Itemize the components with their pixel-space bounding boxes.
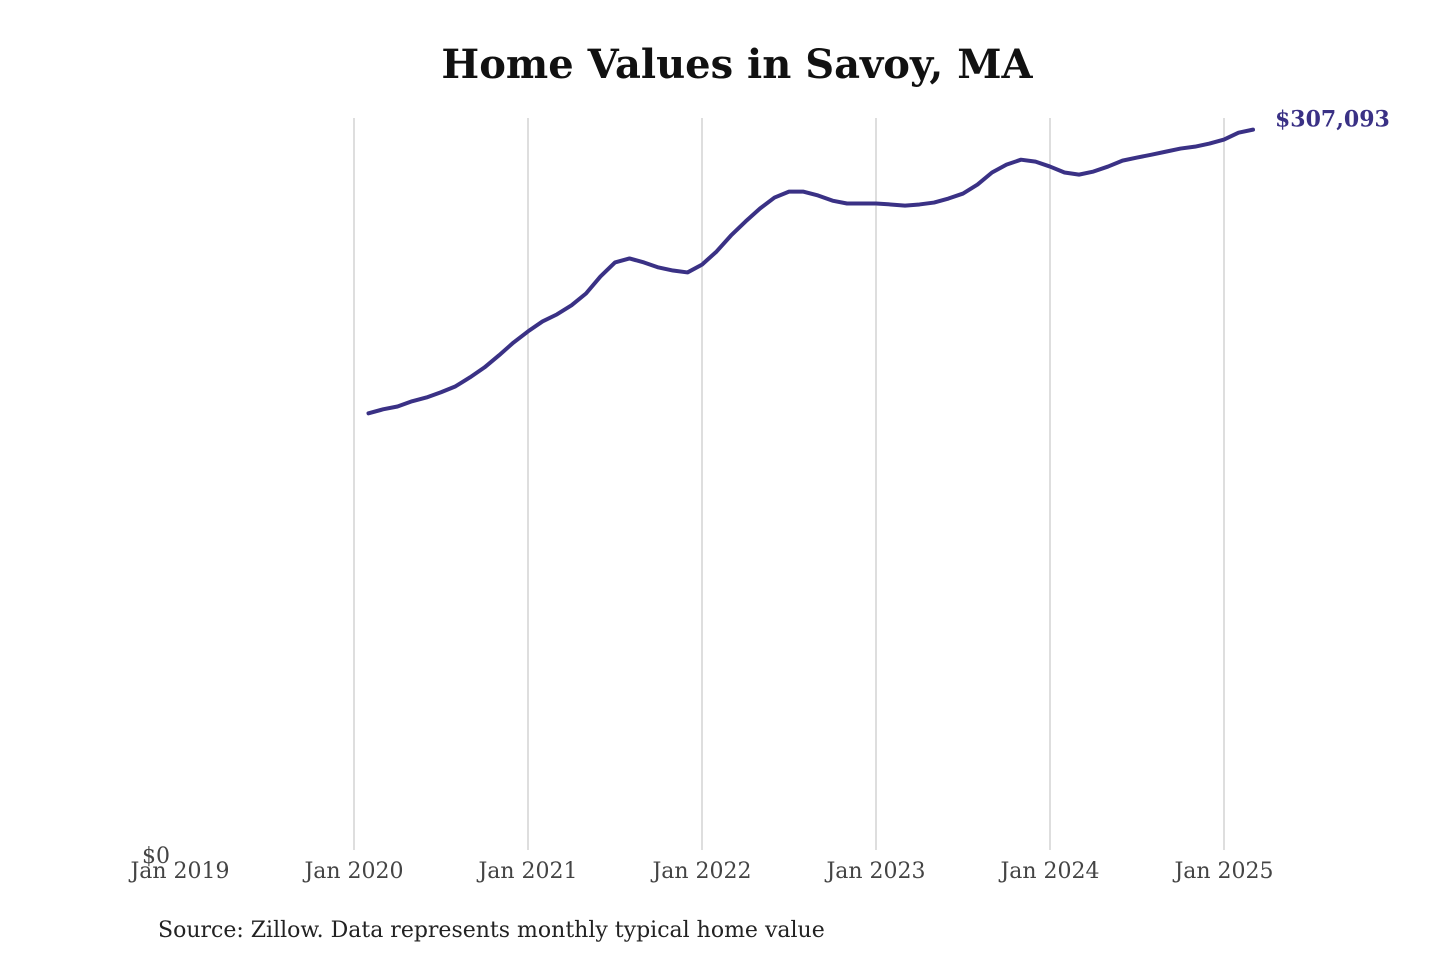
y-tick-label: $0 bbox=[142, 844, 170, 869]
x-tick-label: Jan 2023 bbox=[824, 859, 925, 884]
series-line bbox=[366, 127, 1255, 416]
source-note: Source: Zillow. Data represents monthly … bbox=[158, 918, 825, 943]
end-value-label: $307,093 bbox=[1275, 107, 1390, 133]
x-tick-label: Jan 2021 bbox=[476, 859, 577, 884]
x-tick-label: Jan 2022 bbox=[650, 859, 751, 884]
chart-title: Home Values in Savoy, MA bbox=[441, 41, 1033, 88]
x-tick-label: Jan 2019 bbox=[128, 859, 229, 884]
x-tick-label: Jan 2025 bbox=[1172, 859, 1273, 884]
x-tick-label: Jan 2020 bbox=[302, 859, 403, 884]
x-tick-label: Jan 2024 bbox=[998, 859, 1099, 884]
